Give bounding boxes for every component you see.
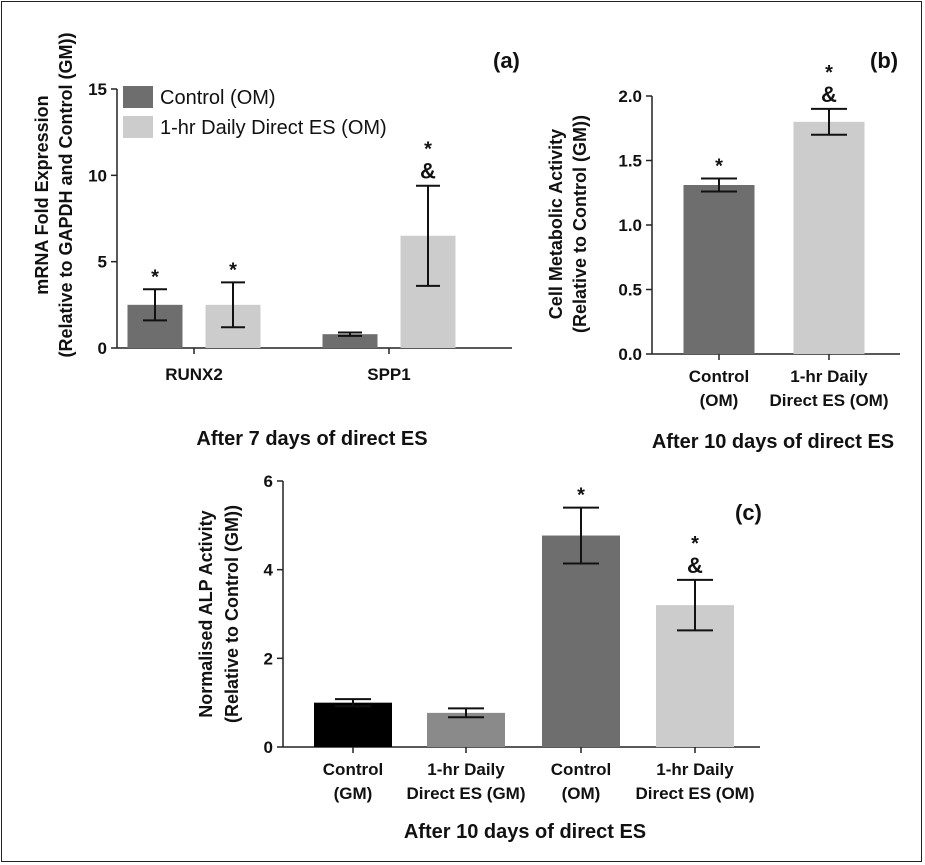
panel-c-x-tick-label: Direct ES (GM) <box>406 784 525 803</box>
panel-c-letter: (c) <box>735 500 762 525</box>
panel-a-x-tick-label: SPP1 <box>367 365 410 384</box>
panel-b-y-tick-label: 0.0 <box>618 345 642 364</box>
panel-b-caption: After 10 days of direct ES <box>652 431 894 453</box>
panel-b-y-tick-label: 2.0 <box>618 87 642 106</box>
panel-c-x-tick-label: (GM) <box>334 784 373 803</box>
panel-c-bar <box>314 702 392 747</box>
panel-a-y-tick-label: 10 <box>88 166 107 185</box>
panel-b-x-tick-label: Direct ES (OM) <box>769 391 888 410</box>
panel-a-bar <box>322 334 378 348</box>
panel-c-ylabel-line2: (Relative to Control (GM)) <box>222 505 242 723</box>
panel-c-ylabel-line1: Normalised ALP Activity <box>196 510 216 717</box>
panel-c-x-tick-label: Direct ES (OM) <box>635 784 754 803</box>
panel-b-bar-sig: * <box>825 62 833 84</box>
panel-a-legend-label: 1-hr Daily Direct ES (OM) <box>160 117 387 139</box>
panel-c-bar-sig: * <box>577 485 585 507</box>
panel-b-x-tick-label: 1-hr Daily <box>790 367 868 386</box>
panel-a-y-tick-label: 0 <box>98 339 107 358</box>
panel-c-x-tick-label: Control <box>551 760 611 779</box>
panel-b-ylabel-line2: (Relative to Control (GM)) <box>570 115 590 333</box>
panel-b-ylabel-line1: Cell Metabolic Activity <box>546 129 566 319</box>
panel-a-y-tick-label: 5 <box>98 253 107 272</box>
panel-a-letter: (a) <box>493 48 520 73</box>
panel-c-y-tick-label: 0 <box>264 738 273 757</box>
panel-a-y-tick-label: 15 <box>88 80 107 99</box>
panel-a-ylabel-line2: (Relative to GAPDH and Control (GM)) <box>56 33 76 358</box>
panel-c-bar <box>427 712 505 747</box>
panel-c: (c) Normalised ALP Activity (Relative to… <box>196 472 762 843</box>
panel-a-legend-swatch <box>123 86 153 108</box>
panel-b: (b) Cell Metabolic Activity (Relative to… <box>546 48 900 453</box>
panel-a-bar-sig: * <box>424 139 432 161</box>
panel-c-x-tick-label: 1-hr Daily <box>656 760 734 779</box>
panel-b-bar-sig: * <box>715 156 723 178</box>
panel-a-x-tick-label: RUNX2 <box>165 365 223 384</box>
panel-c-bar <box>542 535 620 747</box>
panel-b-y-tick-label: 1.5 <box>618 152 642 171</box>
panel-b-bar-sig-amp: & <box>821 82 837 107</box>
panel-c-y-tick-label: 2 <box>264 649 273 668</box>
panel-a-legend-label: Control (OM) <box>160 87 276 109</box>
panel-a-bar-sig: * <box>229 259 237 281</box>
panel-b-bar <box>683 185 755 354</box>
panel-b-x-tick-label: Control <box>689 367 749 386</box>
panel-b-y-tick-label: 1.0 <box>618 216 642 235</box>
panel-a-bar-sig: * <box>151 266 159 288</box>
panel-a-ylabel-line1: mRNA Fold Expression <box>32 95 52 294</box>
panel-c-bar-sig-amp: & <box>687 553 703 578</box>
panel-c-x-tick-label: Control <box>323 760 383 779</box>
panel-b-letter: (b) <box>870 48 898 73</box>
panel-a-legend-swatch <box>123 116 153 138</box>
panel-c-x-tick-label: 1-hr Daily <box>427 760 505 779</box>
panel-c-y-tick-label: 4 <box>264 561 274 580</box>
panel-b-bar <box>793 121 865 354</box>
panel-a-bar-sig-amp: & <box>420 159 436 184</box>
panel-b-y-tick-label: 0.5 <box>618 281 642 300</box>
panel-c-y-tick-label: 6 <box>264 472 273 491</box>
panel-c-caption: After 10 days of direct ES <box>404 821 646 843</box>
panel-c-x-tick-label: (OM) <box>562 784 601 803</box>
panel-a: (a) mRNA Fold Expression (Relative to GA… <box>32 33 520 451</box>
panel-a-caption: After 7 days of direct ES <box>196 428 427 450</box>
panel-b-x-tick-label: (OM) <box>700 391 739 410</box>
panel-c-bar-sig: * <box>691 533 699 555</box>
